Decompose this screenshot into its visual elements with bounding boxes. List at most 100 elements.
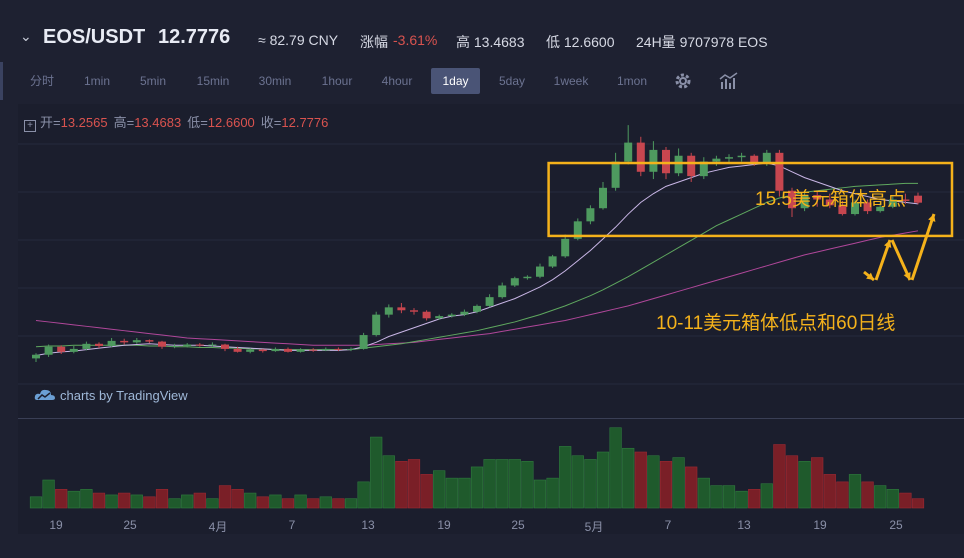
candle-body: [384, 307, 393, 315]
candle-body: [498, 285, 507, 298]
expand-icon[interactable]: +: [24, 120, 36, 132]
annotation-box-low: 10-11美元箱体低点和60日线: [656, 313, 896, 334]
chart-area[interactable]: + 开=13.2565 高=13.4683 低=12.6600 收=12.7776 ch…: [18, 104, 964, 534]
volume-bar: [244, 492, 257, 509]
candle-body: [674, 155, 683, 174]
volume-bar: [445, 477, 458, 509]
candle-body: [813, 195, 822, 200]
open-value: 13.2565: [60, 115, 108, 130]
candle-body: [536, 266, 544, 277]
volume-bar: [483, 459, 496, 509]
candle-body: [762, 152, 771, 164]
x-axis-label: 19: [437, 518, 451, 532]
volume-bar: [722, 485, 736, 509]
forecast-arrow: [874, 239, 892, 281]
range-box: [547, 161, 954, 238]
candle-body: [145, 340, 154, 342]
candle-body: [208, 344, 217, 346]
volume-bar: [29, 496, 43, 509]
tradingview-watermark[interactable]: charts by TradingView: [34, 388, 188, 403]
volume-bar: [206, 498, 219, 509]
tab-1min[interactable]: 1min: [83, 74, 110, 88]
candle-body: [548, 256, 557, 267]
candle-body: [183, 344, 192, 346]
tab-1mon[interactable]: 1mon: [616, 74, 648, 88]
ma-long-line: [35, 230, 919, 346]
high-value-legend: 13.4683: [134, 115, 182, 130]
candle-body: [825, 199, 834, 206]
volume-bar: [332, 498, 345, 509]
tab-1hour[interactable]: 1hour: [321, 74, 353, 88]
tab-15min[interactable]: 15min: [196, 74, 230, 88]
volume-bar: [861, 481, 874, 509]
candle-body: [599, 187, 607, 209]
candle-body: [296, 349, 305, 352]
volume-bar: [685, 466, 698, 509]
candle-body: [586, 208, 595, 222]
volume-bar: [521, 461, 534, 509]
forecast-arrow: [890, 239, 912, 281]
x-axis-label: 7: [288, 518, 296, 532]
candle-body: [410, 310, 418, 312]
low-label: 低=: [187, 115, 208, 130]
candle-body: [258, 349, 267, 352]
x-axis-label: 25: [889, 518, 903, 532]
volume-bar: [798, 461, 811, 509]
volume-bar: [634, 451, 647, 509]
volume-bar: [105, 494, 118, 509]
volume-bar: [571, 455, 584, 509]
tab-5day[interactable]: 5day: [498, 74, 526, 88]
volume-bar: [710, 485, 723, 509]
volume-bar: [785, 455, 799, 509]
volume-bar: [357, 481, 370, 509]
price-chart[interactable]: [18, 104, 964, 534]
tab-4hour[interactable]: 4hour: [381, 74, 413, 88]
candle-body: [372, 314, 381, 336]
pair-title[interactable]: EOS/USDT: [43, 26, 146, 48]
close-label: 收=: [260, 115, 282, 130]
high-value: 高 13.4683: [456, 34, 525, 50]
tab-30min[interactable]: 30min: [258, 74, 292, 88]
tab-1day[interactable]: 1day: [431, 68, 480, 94]
volume-24h: 24H量 9707978 EOS: [636, 34, 768, 50]
candle-body: [473, 305, 481, 312]
volume-bar: [647, 455, 660, 509]
volume-bar: [382, 455, 395, 509]
volume-bar: [773, 444, 786, 509]
volume-bar: [811, 457, 824, 509]
tab-timeline[interactable]: 分时: [29, 74, 54, 88]
volume-bar: [269, 494, 282, 509]
x-axis-label: 7: [664, 518, 672, 532]
volume-bar: [584, 459, 597, 509]
candle-body: [347, 348, 355, 350]
volume-bar: [80, 489, 93, 509]
candle-body: [447, 314, 456, 317]
candle-body: [725, 157, 733, 159]
candle-body: [246, 349, 255, 352]
volume-bar: [596, 451, 610, 509]
candle-body: [636, 142, 645, 172]
volume-bar: [92, 492, 106, 509]
forecast-arrow: [910, 213, 936, 281]
candle-body: [460, 311, 469, 315]
candle-body: [57, 346, 66, 352]
candle-body: [775, 152, 784, 191]
chevron-down-icon[interactable]: ⌄: [20, 28, 32, 44]
volume-bar: [697, 477, 710, 509]
gear-icon[interactable]: [672, 70, 694, 92]
tab-5min[interactable]: 5min: [139, 74, 166, 88]
tab-1week[interactable]: 1week: [553, 74, 589, 88]
volume-bar: [735, 490, 748, 509]
volume-bar: [155, 489, 169, 509]
volume-bar: [143, 496, 156, 509]
x-axis-label: 19: [49, 518, 63, 532]
volume-bar: [231, 489, 244, 509]
volume-bar: [559, 446, 572, 509]
volume-bar: [218, 485, 232, 509]
volume-bar: [760, 483, 773, 509]
volume-bar: [533, 479, 547, 509]
candle-body: [120, 340, 129, 343]
high-label: 高=: [113, 115, 135, 130]
indicator-icon[interactable]: [718, 70, 740, 92]
candle-body: [309, 349, 318, 351]
